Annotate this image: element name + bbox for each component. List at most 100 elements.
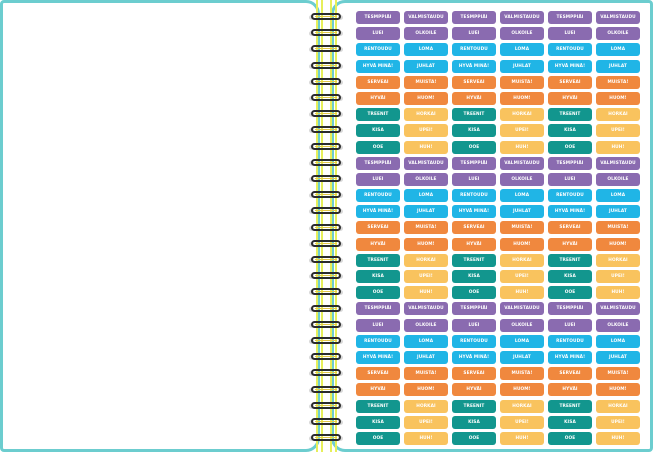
coil-wire — [311, 142, 341, 150]
sticker: KISA — [356, 124, 400, 138]
coil-wire — [311, 207, 341, 215]
sticker: LUEI — [548, 318, 592, 332]
sticker: OOE — [452, 286, 496, 300]
sticker: LUEI — [356, 27, 400, 41]
sticker: LUEI — [548, 172, 592, 186]
sticker: SERVEAI — [452, 221, 496, 235]
sticker: HYVÄI — [548, 91, 592, 105]
sticker: KISA — [548, 270, 592, 283]
sticker: VALMISTAUDU — [596, 11, 640, 24]
coil-wire — [311, 418, 341, 425]
sticker: OOE — [548, 431, 592, 445]
sticker: JUHLAT — [596, 350, 640, 364]
sticker: KISA — [356, 270, 400, 283]
sticker: OOE — [548, 140, 592, 154]
coil-wire — [311, 158, 341, 166]
sticker: JUHLAT — [596, 205, 640, 219]
sticker: UPEI! — [500, 415, 544, 429]
sticker: SERVEAI — [356, 75, 400, 89]
spiral-binding — [308, 0, 348, 452]
sticker: LUEI — [548, 27, 592, 41]
sticker: RENTOUDU — [356, 189, 400, 203]
sticker: HUOM! — [404, 91, 448, 105]
coil-wire — [311, 288, 341, 296]
spiral-coil — [308, 28, 348, 40]
spiral-coil — [308, 12, 348, 24]
sticker: OOE — [548, 286, 592, 300]
sticker: TREENIT — [452, 399, 496, 413]
sticker: KISA — [548, 124, 592, 138]
coil-wire — [311, 110, 341, 118]
sticker: OLKOILE — [596, 172, 640, 186]
sticker: SERVEAI — [356, 367, 400, 381]
sticker: HORKAI — [500, 253, 544, 267]
spiral-coil — [308, 125, 348, 137]
sticker: HYVÄI — [356, 383, 400, 397]
coil-wire — [311, 61, 341, 69]
sticker: OLKOILE — [404, 27, 448, 41]
coil-wire — [311, 175, 341, 182]
sticker: HYVÄI — [452, 91, 496, 105]
spiral-guide-line — [316, 0, 318, 452]
sticker: VALMISTAUDU — [404, 11, 448, 24]
spiral-coil — [308, 287, 348, 299]
spiral-coil — [308, 433, 348, 445]
sticker: LOMA — [500, 334, 544, 348]
sticker: OLKOILE — [596, 27, 640, 41]
sticker: LOMA — [500, 189, 544, 203]
spiral-coil — [308, 255, 348, 267]
sticker: OLKOILE — [404, 318, 448, 332]
sticker: RENTOUDU — [548, 334, 592, 348]
sticker: HYVÄ MINÄ! — [548, 350, 592, 364]
coil-wire — [311, 239, 341, 247]
sticker: SERVEAI — [452, 367, 496, 381]
sticker: HORKAI — [500, 399, 544, 413]
coil-wire — [311, 223, 341, 231]
sticker: HORKAI — [404, 108, 448, 122]
coil-wire — [311, 126, 341, 134]
sticker: SERVEAI — [356, 221, 400, 235]
sticker: LUEI — [452, 172, 496, 186]
sticker: OLKOILE — [596, 318, 640, 332]
coil-wire — [311, 191, 341, 199]
spiral-coil — [308, 61, 348, 73]
sticker: LOMA — [596, 334, 640, 348]
coil-wire — [311, 13, 341, 20]
sticker: LUEI — [356, 172, 400, 186]
sticker: OLKOILE — [500, 172, 544, 186]
sticker: RENTOUDU — [356, 43, 400, 57]
sticker: HORKAI — [404, 399, 448, 413]
coil-wire — [311, 45, 341, 53]
sticker: SERVEAI — [548, 367, 592, 381]
sticker: HUOM! — [404, 237, 448, 251]
sticker: LOMA — [596, 189, 640, 203]
sticker: HYVÄI — [548, 383, 592, 397]
sticker: HYVÄ MINÄ! — [356, 350, 400, 364]
sticker: HUOM! — [404, 383, 448, 397]
sticker: UPEI! — [596, 415, 640, 429]
left-page — [0, 0, 320, 452]
sticker: TESMPPIÄI — [452, 11, 496, 24]
coil-wire — [311, 434, 341, 442]
sticker: OLKOILE — [404, 172, 448, 186]
sticker: KISA — [548, 415, 592, 429]
sticker: UPEI! — [596, 124, 640, 138]
sticker: JUHLAT — [500, 205, 544, 219]
coil-wire — [311, 353, 341, 361]
spiral-coil — [308, 385, 348, 397]
coil-wire — [311, 94, 341, 101]
coil-wire — [311, 256, 341, 263]
sticker: LUEI — [356, 318, 400, 332]
sticker: UPEI! — [596, 270, 640, 283]
sticker: HYVÄI — [452, 237, 496, 251]
coil-wire — [311, 304, 341, 312]
sticker: TESMPPIÄI — [452, 156, 496, 170]
sticker: HYVÄI — [548, 237, 592, 251]
sticker: MUISTA! — [404, 367, 448, 381]
coil-wire — [311, 29, 341, 37]
coil-wire — [311, 77, 341, 85]
spiral-coil — [308, 109, 348, 121]
sticker: HYVÄI — [356, 91, 400, 105]
sticker: HUOM! — [500, 237, 544, 251]
spiral-coil — [308, 142, 348, 154]
